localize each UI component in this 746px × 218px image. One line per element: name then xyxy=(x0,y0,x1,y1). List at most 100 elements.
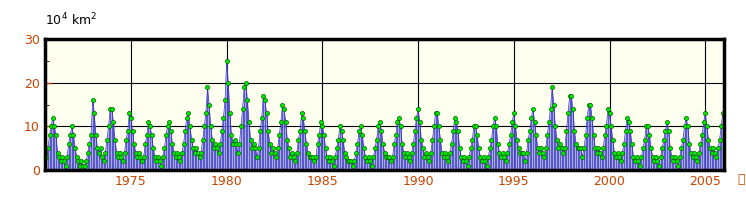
Point xyxy=(460,160,472,163)
Point xyxy=(190,146,202,150)
Point xyxy=(248,142,260,146)
Point xyxy=(693,151,705,154)
Point xyxy=(366,164,377,167)
Point xyxy=(634,164,646,167)
Point xyxy=(610,155,622,159)
Point xyxy=(489,116,501,119)
Point xyxy=(436,151,448,154)
Point xyxy=(58,160,70,163)
Point xyxy=(656,146,668,150)
Point xyxy=(77,164,89,167)
Text: 年: 年 xyxy=(737,173,745,186)
Point xyxy=(225,133,237,137)
Point xyxy=(184,125,196,128)
Point xyxy=(404,160,416,163)
Point xyxy=(675,146,687,150)
Point xyxy=(233,142,245,146)
Point xyxy=(301,142,313,146)
Point xyxy=(393,116,405,119)
Point xyxy=(645,146,657,150)
Point xyxy=(564,94,576,98)
Point xyxy=(463,155,475,159)
Point xyxy=(316,125,328,128)
Point xyxy=(583,103,595,106)
Point xyxy=(360,155,372,159)
Point xyxy=(390,133,402,137)
Point xyxy=(527,107,539,111)
Point xyxy=(613,155,625,159)
Point xyxy=(377,142,389,146)
Point xyxy=(471,133,483,137)
Point xyxy=(238,85,250,89)
Point xyxy=(659,129,671,133)
Point xyxy=(54,160,66,163)
Point xyxy=(221,59,233,63)
Point xyxy=(420,151,432,154)
Point xyxy=(466,138,478,141)
Point xyxy=(149,155,161,159)
Point xyxy=(270,155,282,159)
Point xyxy=(439,151,451,154)
Point xyxy=(235,125,247,128)
Point xyxy=(208,146,220,150)
Point xyxy=(589,146,601,150)
Point xyxy=(260,112,272,115)
Point xyxy=(210,142,222,146)
Point xyxy=(633,160,645,163)
Point xyxy=(88,112,100,115)
Point xyxy=(570,142,582,146)
Point xyxy=(704,146,716,150)
Point xyxy=(379,151,391,154)
Point xyxy=(203,103,215,106)
Point xyxy=(47,116,59,119)
Point xyxy=(692,160,703,163)
Point xyxy=(81,160,93,163)
Point xyxy=(351,142,363,146)
Point xyxy=(438,155,450,159)
Point xyxy=(595,155,607,159)
Point xyxy=(117,160,129,163)
Point xyxy=(262,129,274,133)
Point xyxy=(32,146,44,150)
Point xyxy=(486,138,498,141)
Point xyxy=(374,120,386,124)
Point xyxy=(586,116,598,119)
Point xyxy=(655,155,667,159)
Point xyxy=(207,138,219,141)
Point xyxy=(445,142,457,146)
Point xyxy=(272,146,283,150)
Point xyxy=(602,107,614,111)
Point xyxy=(640,125,652,128)
Point xyxy=(305,155,317,159)
Point xyxy=(685,151,697,154)
Point xyxy=(407,142,419,146)
Point xyxy=(292,138,304,141)
Point xyxy=(560,129,572,133)
Point xyxy=(495,155,507,159)
Point xyxy=(580,133,592,137)
Point xyxy=(120,138,132,141)
Point xyxy=(672,164,684,167)
Point xyxy=(224,112,236,115)
Point xyxy=(536,151,548,154)
Point xyxy=(200,112,212,115)
Point xyxy=(169,155,181,159)
Point xyxy=(288,155,300,159)
Point xyxy=(469,125,481,128)
Point xyxy=(66,125,78,128)
Point xyxy=(350,151,362,154)
Point xyxy=(195,151,207,154)
Point xyxy=(43,133,55,137)
Point xyxy=(358,146,370,150)
Point xyxy=(37,146,49,150)
Point xyxy=(61,155,73,159)
Point xyxy=(604,112,615,115)
Point xyxy=(409,129,421,133)
Point xyxy=(163,120,175,124)
Point xyxy=(96,155,108,159)
Point xyxy=(487,125,499,128)
Point xyxy=(361,160,373,163)
Point xyxy=(671,160,683,163)
Point xyxy=(141,133,153,137)
Point xyxy=(441,155,453,159)
